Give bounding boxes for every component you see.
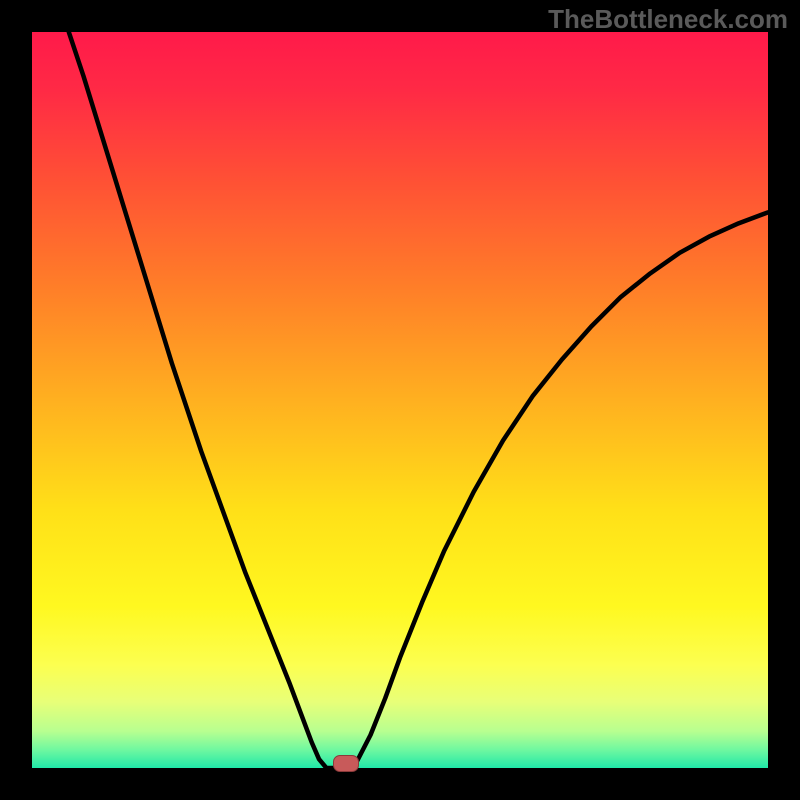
valley-marker — [333, 755, 359, 772]
bottleneck-curve — [32, 32, 768, 768]
watermark-text: TheBottleneck.com — [548, 4, 788, 35]
